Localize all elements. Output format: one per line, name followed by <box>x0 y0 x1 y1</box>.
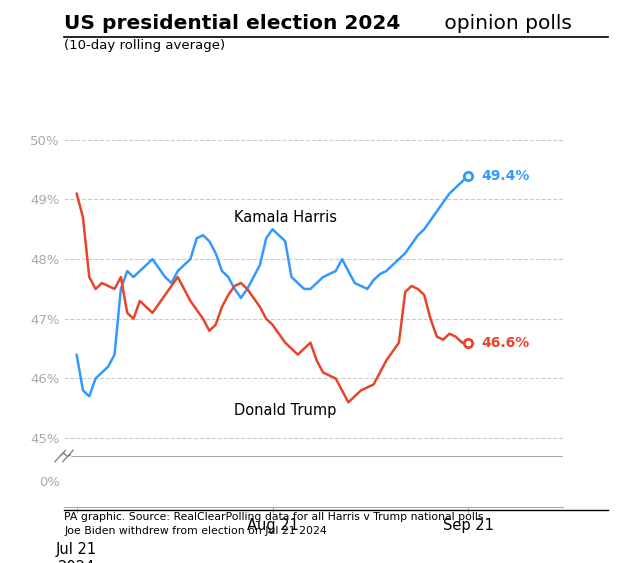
Text: (10-day rolling average): (10-day rolling average) <box>64 39 225 52</box>
Text: Jul 21
2024: Jul 21 2024 <box>56 542 97 563</box>
Text: Kamala Harris: Kamala Harris <box>234 210 337 225</box>
Text: US presidential election 2024: US presidential election 2024 <box>64 14 401 33</box>
Text: Donald Trump: Donald Trump <box>234 404 337 418</box>
Text: 46.6%: 46.6% <box>481 336 529 350</box>
Text: opinion polls: opinion polls <box>438 14 572 33</box>
Text: 49.4%: 49.4% <box>481 168 529 182</box>
Text: PA graphic. Source: RealClearPolling data for all Harris v Trump national polls
: PA graphic. Source: RealClearPolling dat… <box>64 512 483 535</box>
